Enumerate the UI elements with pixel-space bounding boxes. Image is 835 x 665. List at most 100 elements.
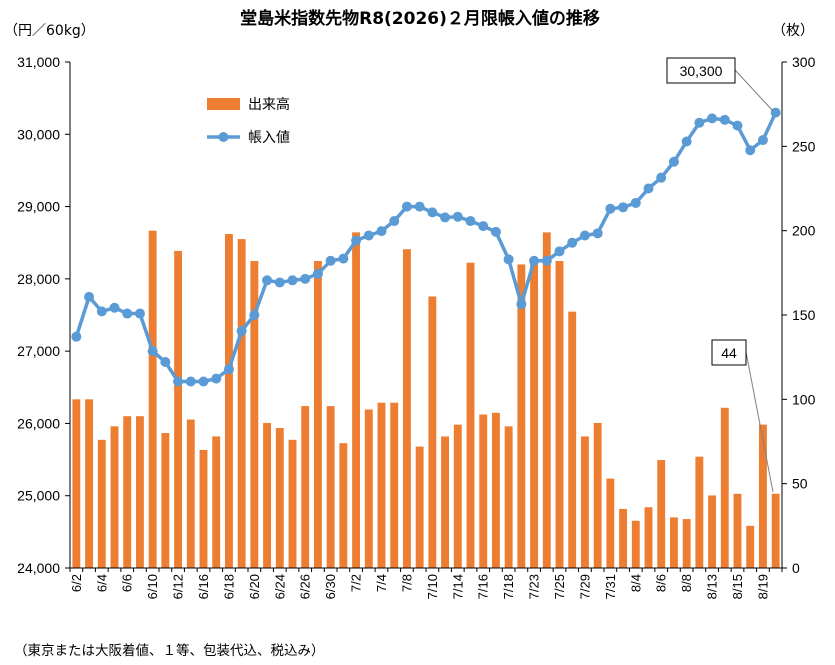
price-point bbox=[109, 302, 120, 313]
volume-bar bbox=[288, 439, 297, 568]
price-point bbox=[274, 277, 285, 288]
y-left-tick-label: 24,000 bbox=[17, 560, 60, 576]
x-tick-label: 7/2 bbox=[349, 574, 364, 592]
price-point bbox=[681, 136, 692, 147]
price-point bbox=[122, 308, 133, 319]
price-point bbox=[757, 135, 768, 146]
y-right-unit: （枚） bbox=[772, 23, 814, 39]
x-tick-label: 7/18 bbox=[501, 574, 516, 599]
x-tick-label: 8/4 bbox=[628, 574, 643, 592]
volume-bar bbox=[644, 507, 653, 568]
y-left-unit: （円／60kg） bbox=[4, 23, 95, 39]
price-point bbox=[656, 172, 667, 183]
volume-bar bbox=[504, 426, 513, 568]
price-point bbox=[694, 117, 705, 128]
callout-leader-volume bbox=[745, 351, 774, 493]
volume-bar bbox=[695, 456, 704, 568]
price-point bbox=[605, 203, 616, 214]
price-point bbox=[745, 145, 756, 156]
volume-bar bbox=[263, 422, 272, 568]
callout-text-price: 30,300 bbox=[680, 63, 723, 79]
legend-label-volume: 出来高 bbox=[248, 96, 290, 113]
y-left-tick-label: 27,000 bbox=[17, 343, 60, 359]
volume-bar bbox=[313, 261, 322, 568]
volume-bar bbox=[555, 261, 564, 568]
price-point bbox=[503, 254, 514, 265]
price-point bbox=[541, 255, 552, 266]
volume-bar bbox=[123, 416, 132, 568]
volume-bar bbox=[402, 249, 411, 568]
volume-bar bbox=[530, 261, 539, 568]
legend-label-price: 帳入値 bbox=[248, 130, 290, 146]
price-point bbox=[198, 376, 209, 387]
volume-bar bbox=[606, 478, 615, 568]
x-tick-label: 6/26 bbox=[298, 574, 313, 599]
price-point bbox=[414, 201, 425, 212]
price-point bbox=[427, 207, 438, 218]
x-tick-label: 8/15 bbox=[730, 574, 745, 599]
price-point bbox=[770, 107, 781, 118]
volume-bar bbox=[339, 443, 348, 568]
price-point bbox=[147, 346, 158, 357]
x-tick-label: 7/10 bbox=[425, 574, 440, 599]
price-point bbox=[223, 364, 234, 375]
chart-title: 堂島米指数先物R8(2026)２月限帳入値の推移 bbox=[240, 8, 600, 29]
volume-bar bbox=[657, 460, 666, 568]
price-point bbox=[84, 291, 95, 302]
x-tick-label: 6/16 bbox=[196, 574, 211, 599]
price-point bbox=[452, 211, 463, 222]
price-point bbox=[287, 275, 298, 286]
price-point bbox=[490, 226, 501, 237]
price-point bbox=[592, 228, 603, 239]
volume-bar bbox=[593, 422, 602, 568]
volume-bar bbox=[708, 495, 717, 568]
volume-bar bbox=[580, 436, 589, 568]
x-tick-label: 6/4 bbox=[94, 574, 109, 592]
price-point bbox=[351, 235, 362, 246]
volume-bar bbox=[682, 519, 691, 568]
volume-bar bbox=[364, 409, 373, 568]
y-right-tick-label: 50 bbox=[792, 476, 808, 492]
x-tick-label: 6/18 bbox=[221, 574, 236, 599]
callout-box-price bbox=[666, 57, 736, 84]
volume-bar bbox=[250, 261, 259, 568]
volume-bar bbox=[415, 446, 424, 568]
y-right-tick-label: 150 bbox=[792, 307, 816, 323]
volume-bar bbox=[466, 262, 475, 568]
price-point bbox=[236, 325, 247, 336]
callout-text-volume: 44 bbox=[721, 345, 737, 361]
price-point bbox=[300, 273, 311, 284]
price-point bbox=[643, 183, 654, 194]
volume-bar bbox=[491, 412, 500, 568]
callout-last-price: 30,300 bbox=[666, 57, 774, 112]
legend-swatch-volume bbox=[207, 98, 240, 110]
volume-bar bbox=[377, 402, 386, 568]
volume-bar bbox=[237, 239, 246, 568]
y-left-tick-label: 31,000 bbox=[17, 54, 60, 70]
volume-bar bbox=[199, 449, 208, 568]
y-right-tick-label: 100 bbox=[792, 391, 816, 407]
volume-bar bbox=[224, 234, 233, 569]
x-tick-label: 7/14 bbox=[450, 574, 465, 599]
x-tick-label: 6/20 bbox=[247, 574, 262, 599]
volume-bar bbox=[568, 311, 577, 568]
volume-bar bbox=[212, 436, 221, 568]
legend-marker-price bbox=[218, 132, 229, 142]
x-tick-label: 7/25 bbox=[552, 574, 567, 599]
y-right-tick-label: 300 bbox=[792, 54, 816, 70]
x-tick-label: 7/23 bbox=[527, 574, 542, 599]
price-point bbox=[529, 255, 540, 266]
volume-bar bbox=[352, 232, 361, 568]
y-left-tick-label: 26,000 bbox=[17, 415, 60, 431]
volume-bar bbox=[174, 250, 183, 568]
volume-bar bbox=[542, 232, 551, 568]
price-point bbox=[71, 331, 82, 342]
price-point bbox=[173, 376, 184, 387]
volume-bar bbox=[746, 525, 755, 568]
y-right-tick-label: 0 bbox=[792, 560, 800, 576]
volume-bar bbox=[453, 424, 462, 568]
volume-bar bbox=[441, 436, 450, 568]
x-tick-label: 6/2 bbox=[69, 574, 84, 592]
volume-bar bbox=[72, 399, 81, 568]
